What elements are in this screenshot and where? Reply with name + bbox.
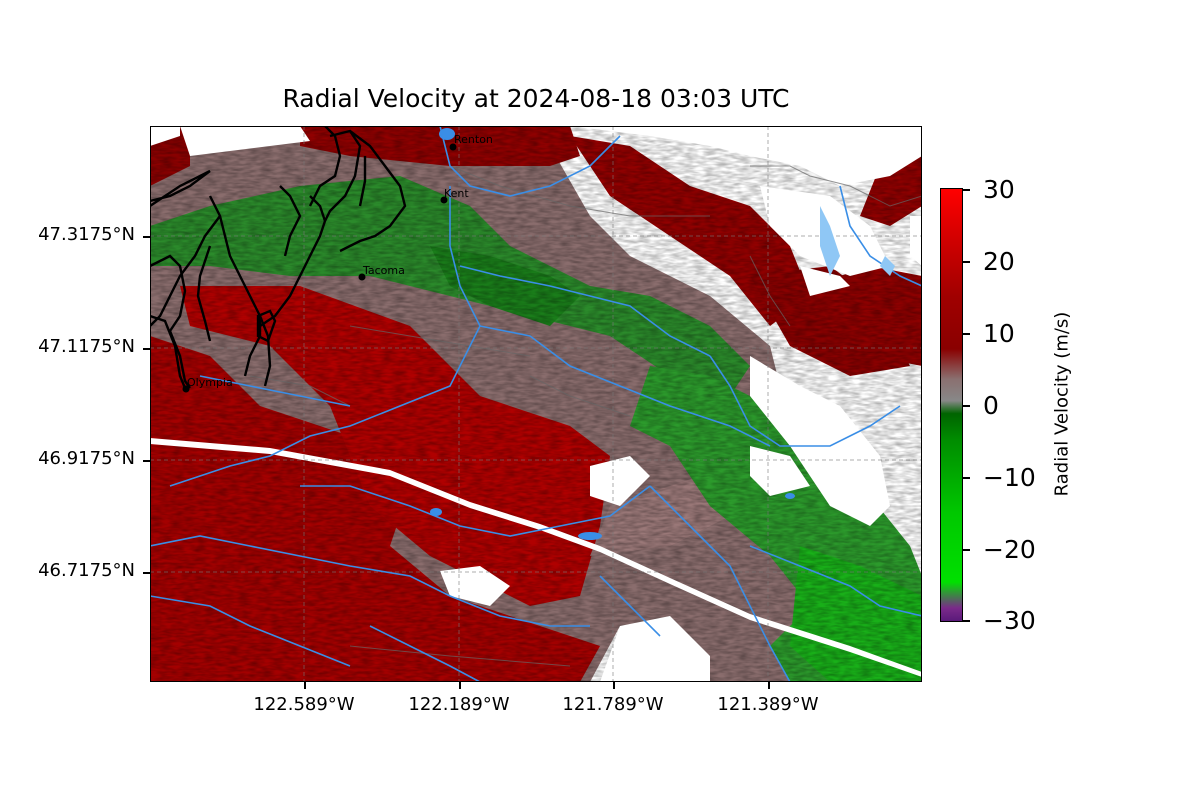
lat-label: 46.9175°N [38, 448, 135, 469]
no-echo-gaps [150, 126, 922, 682]
city-marker-tacoma [358, 273, 366, 281]
city-marker-kent [440, 196, 448, 204]
lon-label: 122.589°W [253, 694, 355, 715]
lon-tick [613, 682, 615, 689]
colorbar-tick [963, 477, 970, 479]
lakes [430, 128, 795, 540]
lon-label: 122.189°W [408, 694, 510, 715]
city-label-kent: Kent [444, 187, 469, 200]
city-label-tacoma: Tacoma [362, 264, 405, 277]
colorbar-tick-label: 30 [983, 175, 1015, 204]
radar-map-canvas: Renton Kent Tacoma Olympia [150, 126, 922, 682]
lon-label: 121.389°W [717, 694, 819, 715]
lat-label: 47.1175°N [38, 336, 135, 357]
lat-tick [143, 348, 150, 350]
city-marker-renton [449, 143, 457, 151]
city-markers [182, 143, 457, 393]
colorbar-tick [963, 261, 970, 263]
colorbar-tick [963, 549, 970, 551]
city-label-olympia: Olympia [187, 376, 233, 389]
city-labels: Renton Kent Tacoma Olympia [187, 133, 493, 389]
map-title: Radial Velocity at 2024-08-18 03:03 UTC [282, 84, 790, 113]
colorbar-tick-label: 0 [983, 391, 999, 420]
lat-tick [143, 460, 150, 462]
lon-label: 121.789°W [562, 694, 664, 715]
colorbar-tick-label: −10 [983, 463, 1036, 492]
lakes-light [820, 206, 895, 276]
lon-tick [304, 682, 306, 689]
colorbar-tick [963, 189, 970, 191]
lat-tick [143, 236, 150, 238]
colorbar-tick-label: −30 [983, 606, 1036, 635]
radar-map[interactable]: Renton Kent Tacoma Olympia [150, 126, 922, 682]
radar-echo-layer [150, 126, 922, 682]
colorbar-tick [963, 333, 970, 335]
colorbar-tick [963, 405, 970, 407]
colorbar-tick [963, 620, 970, 622]
lon-tick [768, 682, 770, 689]
colorbar [940, 188, 963, 622]
colorbar-title: Radial Velocity (m/s) [1051, 311, 1073, 497]
county-boundaries [249, 165, 922, 667]
lat-label: 46.7175°N [38, 560, 135, 581]
colorbar-tick-label: 20 [983, 247, 1015, 276]
rivers [150, 126, 922, 682]
lat-tick [143, 572, 150, 574]
lat-label: 47.3175°N [38, 224, 135, 245]
city-marker-olympia [182, 385, 190, 393]
coastline [150, 126, 407, 389]
colorbar-tick-label: −20 [983, 535, 1036, 564]
colorbar-tick-label: 10 [983, 319, 1015, 348]
city-label-renton: Renton [454, 133, 493, 146]
lon-tick [459, 682, 461, 689]
